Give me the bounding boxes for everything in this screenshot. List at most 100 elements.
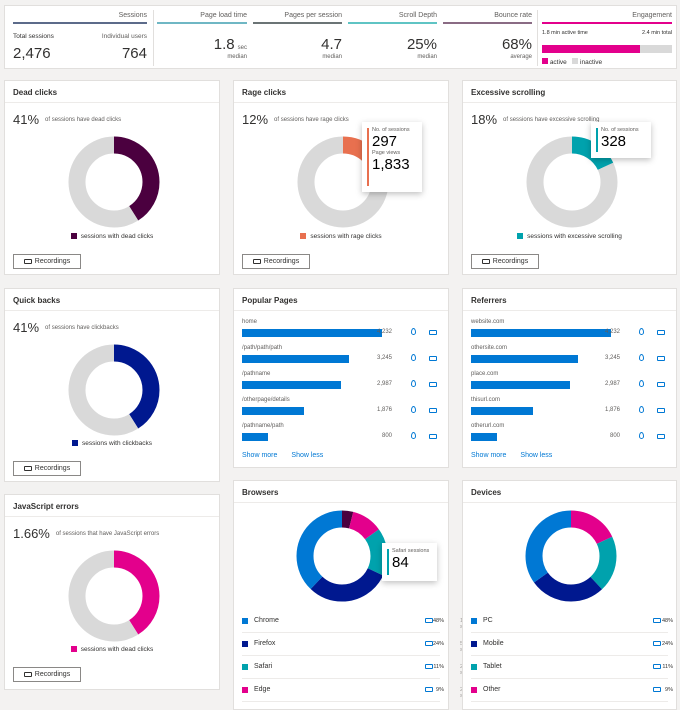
recordings-icon[interactable] <box>653 618 661 623</box>
pps-title: Pages per session <box>253 12 342 24</box>
show-less-link[interactable]: Show less <box>520 452 553 459</box>
pct-desc: of sessions that have JavaScript errors <box>55 530 160 537</box>
card-title: Popular Pages <box>234 289 448 311</box>
recordings-label: Recordings <box>34 465 71 472</box>
legend-swatch <box>471 687 477 693</box>
recordings-icon[interactable] <box>429 330 437 335</box>
legend-pct: 9% <box>436 687 444 693</box>
recordings-icon[interactable] <box>653 664 661 669</box>
show-less-link[interactable]: Show less <box>291 452 324 459</box>
recordings-icon[interactable] <box>657 408 665 413</box>
item-bar <box>471 407 534 415</box>
heatmap-icon[interactable] <box>639 406 644 413</box>
legend-swatch <box>70 233 77 239</box>
recordings-icon[interactable] <box>657 330 665 335</box>
recordings-button[interactable]: Recordings <box>242 254 310 269</box>
camera-icon <box>23 672 32 677</box>
legend-name: Mobile <box>483 640 504 647</box>
recordings-icon[interactable] <box>425 687 433 692</box>
heatmap-icon[interactable] <box>411 380 416 387</box>
legend-pct: 48% <box>432 618 444 624</box>
card-title: Browsers <box>234 481 448 503</box>
recordings-button[interactable]: Recordings <box>13 461 81 476</box>
item-bar <box>242 329 382 337</box>
card-title: Dead clicks <box>5 81 219 103</box>
legend-pct: 11% <box>662 664 673 670</box>
legend-label: sessions with clickbacks <box>81 440 153 447</box>
item-count: 1,876 <box>376 407 392 413</box>
heatmap-icon[interactable] <box>411 354 416 361</box>
pct-value: 12% <box>242 112 269 128</box>
recordings-icon[interactable] <box>425 641 433 646</box>
item-label: othersite.com <box>471 345 508 351</box>
heatmap-icon[interactable] <box>411 432 416 439</box>
legend-row: Mobile 24% 119 sessions <box>471 633 673 656</box>
donut-segment-1 <box>525 510 617 602</box>
heatmap-icon[interactable] <box>639 328 644 335</box>
show-more-link[interactable]: Show more <box>242 452 278 459</box>
item-count: 800 <box>609 433 620 439</box>
recordings-icon[interactable] <box>429 408 437 413</box>
safari-tooltip: Safari sessions 84 <box>382 543 437 581</box>
legend-row: PC 48% 119 sessions <box>471 610 673 633</box>
heatmap-icon[interactable] <box>411 406 416 413</box>
recordings-label: Recordings <box>34 671 71 678</box>
heatmap-icon[interactable] <box>639 354 644 361</box>
recordings-icon[interactable] <box>657 356 665 361</box>
list-item: /otherpage/details 1,876 <box>242 397 440 423</box>
donut-segment-2 <box>525 510 617 602</box>
heatmap-icon[interactable] <box>639 432 644 439</box>
sessions-stat: Sessions Total sessions Individual users… <box>13 12 147 66</box>
dead-clicks-card: Dead clicks 41% of sessions have dead cli… <box>4 80 220 275</box>
popular-pages-card: Popular Pages home 4,232 /path/path/path… <box>233 288 449 468</box>
legend-name: Safari <box>254 663 273 670</box>
item-label: otherurl.com <box>471 423 505 429</box>
donut-segment-4 <box>296 510 388 602</box>
legend-pct: 48% <box>661 618 673 624</box>
devices-card: Devices PC 48% 119 sessions Mobile 24% 1… <box>462 480 677 710</box>
pct-value: 41% <box>13 320 40 336</box>
card-title: Quick backs <box>5 289 219 311</box>
recordings-icon[interactable] <box>653 641 661 646</box>
active-time: 1.8 min active time <box>542 30 588 36</box>
item-label: /path/path/path <box>242 345 283 351</box>
quick-backs-donut <box>68 344 160 436</box>
item-label: place.com <box>471 371 499 377</box>
legend-swatch <box>242 664 248 670</box>
item-bar <box>471 329 611 337</box>
tooltip-value: 84 <box>392 554 409 571</box>
popular-pages-list: home 4,232 /path/path/path 3,245 /pathna… <box>242 319 440 449</box>
scroll-sub: median <box>417 54 437 60</box>
show-more-link[interactable]: Show more <box>471 452 507 459</box>
recordings-icon[interactable] <box>425 664 433 669</box>
recordings-icon[interactable] <box>429 382 437 387</box>
recordings-icon[interactable] <box>657 434 665 439</box>
browsers-donut <box>296 510 388 602</box>
recordings-button[interactable]: Recordings <box>471 254 539 269</box>
sessions-title: Sessions <box>13 12 147 24</box>
pct-value: 18% <box>471 112 498 128</box>
heatmap-icon[interactable] <box>639 380 644 387</box>
donut-segment-1 <box>68 344 160 436</box>
page-load-sub: median <box>227 54 247 60</box>
item-count: 800 <box>381 433 392 439</box>
recordings-icon[interactable] <box>653 687 661 692</box>
recordings-label: Recordings <box>34 258 71 265</box>
recordings-icon[interactable] <box>429 434 437 439</box>
recordings-icon[interactable] <box>425 618 433 623</box>
item-count: 2,987 <box>604 381 620 387</box>
list-item: place.com 2,987 <box>471 371 668 397</box>
list-item: home 4,232 <box>242 319 440 345</box>
recordings-button[interactable]: Recordings <box>13 254 81 269</box>
legend-pct: 11% <box>433 664 444 670</box>
donut-segment-1 <box>68 136 160 228</box>
donut-segment-2 <box>296 510 388 602</box>
recordings-icon[interactable] <box>657 382 665 387</box>
heatmap-icon[interactable] <box>411 328 416 335</box>
item-bar <box>471 355 579 363</box>
bounce-rate-stat: Bounce rate 68% average <box>443 12 532 66</box>
recordings-button[interactable]: Recordings <box>13 667 81 682</box>
item-bar <box>242 407 305 415</box>
recordings-icon[interactable] <box>429 356 437 361</box>
list-item: /pathname/path 800 <box>242 423 440 449</box>
